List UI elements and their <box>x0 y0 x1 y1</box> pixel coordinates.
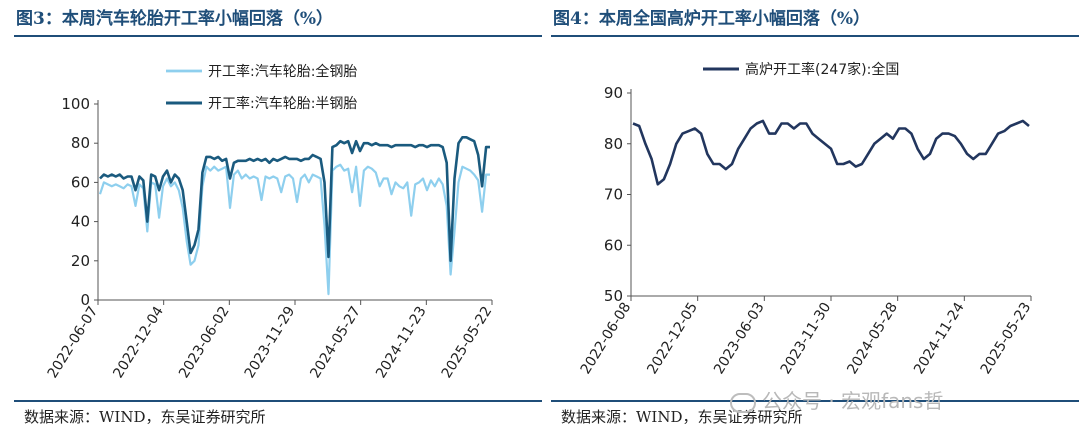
y-tick-label: 80 <box>71 134 90 152</box>
x-tick-label: 2025-05-23 <box>978 300 1035 377</box>
y-tick-label: 90 <box>604 84 623 102</box>
x-tick-label: 2024-11-24 <box>911 300 968 378</box>
y-tick-label: 40 <box>71 213 90 231</box>
y-tick-label: 100 <box>61 95 90 113</box>
y-tick-label: 80 <box>604 135 623 153</box>
x-tick-label: 2022-12-05 <box>644 300 701 377</box>
legend-label-1: 开工率:汽车轮胎:半钢胎 <box>208 95 357 112</box>
series-line-0 <box>632 119 1030 186</box>
legend-label-0: 开工率:汽车轮胎:全钢胎 <box>208 63 357 80</box>
x-tick-label: 2023-11-30 <box>778 300 835 377</box>
tire-operating-rate-chart: 0 20 40 60 80 100 2022-06-07 2022-12-04 2023-06-… <box>45 63 496 382</box>
figure-3-source: 数据来源：WIND，东吴证券研究所 <box>24 408 266 426</box>
series-line-1 <box>99 136 490 263</box>
y-tick-label: 0 <box>80 291 90 309</box>
figure-3-panel: 图3：本周汽车轮胎开工率小幅回落（%） 0 20 40 60 80 100 2022-06-… <box>14 0 542 442</box>
source-divider <box>551 400 1079 402</box>
source-divider <box>14 400 542 402</box>
x-tick-label: 2023-06-03 <box>711 300 768 377</box>
blast-furnace-rate-chart: 50 60 70 80 90 2022-06-08 2022-12-05 2023-06-03… <box>578 61 1035 378</box>
x-tick-label: 2024-05-27 <box>307 304 364 381</box>
x-tick-label: 2022-12-04 <box>110 304 167 382</box>
figure-4-source: 数据来源：WIND，东吴证券研究所 <box>561 408 803 426</box>
x-tick-label: 2022-06-07 <box>45 304 102 381</box>
figure-4-panel: 图4：本周全国高炉开工率小幅回落（%） 50 60 70 80 90 2022-06-08… <box>551 0 1079 442</box>
x-tick-label: 2024-05-28 <box>844 300 901 377</box>
title-divider <box>14 35 542 37</box>
y-tick-label: 60 <box>604 236 623 254</box>
x-tick-label: 2022-06-08 <box>578 300 635 377</box>
y-tick-label: 50 <box>604 287 623 305</box>
series-line-0 <box>98 163 490 296</box>
y-tick-label: 60 <box>71 173 90 191</box>
watermark-text: 公众号 · 宏观fans哲 <box>762 389 944 413</box>
x-tick-label: 2023-06-02 <box>176 304 233 381</box>
figure-4-title: 图4：本周全国高炉开工率小幅回落（%） <box>553 9 870 29</box>
y-tick-label: 70 <box>604 186 623 204</box>
x-tick-label: 2025-05-22 <box>439 304 496 381</box>
title-divider <box>551 35 1079 37</box>
figure-3-title: 图3：本周汽车轮胎开工率小幅回落（%） <box>16 9 333 29</box>
wechat-icon <box>730 392 756 413</box>
legend-label-0: 高炉开工率(247家):全国 <box>745 61 899 78</box>
y-tick-label: 20 <box>71 252 90 270</box>
x-tick-label: 2024-11-23 <box>373 304 430 381</box>
watermark: 公众号 · 宏观fans哲 <box>730 385 943 414</box>
x-tick-label: 2023-11-29 <box>242 304 299 381</box>
